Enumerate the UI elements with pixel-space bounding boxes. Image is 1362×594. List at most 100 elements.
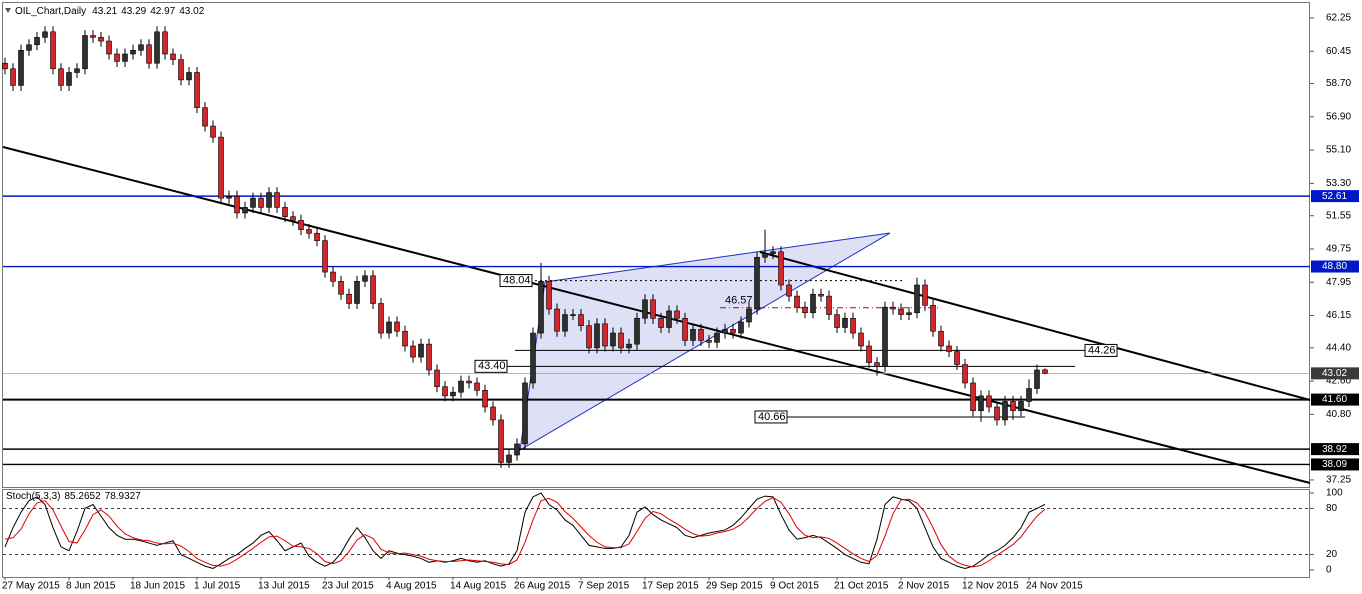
candle-body bbox=[922, 284, 928, 306]
candle-body bbox=[306, 229, 312, 234]
candle-body bbox=[186, 72, 192, 81]
candles-layer bbox=[2, 26, 1048, 468]
candle-body bbox=[618, 332, 624, 349]
candle-body bbox=[74, 68, 80, 73]
y-tick-label: 58.70 bbox=[1326, 78, 1351, 89]
lines-layer bbox=[3, 17, 1314, 580]
candle-body bbox=[138, 44, 144, 51]
candle-body bbox=[1002, 401, 1008, 421]
candle-body bbox=[274, 192, 280, 208]
candle-body bbox=[666, 310, 672, 328]
candle-body bbox=[114, 53, 120, 62]
last-close: 43.02 bbox=[179, 6, 204, 17]
candle-body bbox=[242, 207, 248, 214]
last-high: 43.29 bbox=[121, 6, 146, 17]
candle-body bbox=[298, 220, 304, 230]
candle-body bbox=[34, 37, 40, 46]
candle-body bbox=[826, 295, 832, 315]
candle-body bbox=[2, 62, 8, 70]
candle-body bbox=[506, 454, 512, 463]
candle-body bbox=[778, 251, 784, 286]
y-tick-label: 53.30 bbox=[1326, 178, 1351, 189]
x-tick-label: 12 Nov 2015 bbox=[962, 581, 1019, 592]
candle-body bbox=[938, 330, 944, 347]
candle-body bbox=[842, 317, 848, 328]
y-tick-label: 37.25 bbox=[1326, 475, 1351, 486]
x-tick-label: 4 Aug 2015 bbox=[386, 581, 437, 592]
level-label-box bbox=[1311, 190, 1359, 203]
x-tick-label: 24 Nov 2015 bbox=[1026, 581, 1083, 592]
candle-body bbox=[418, 343, 424, 358]
indicator-main-value: 85.2652 bbox=[64, 491, 101, 502]
x-tick-label: 1 Jul 2015 bbox=[194, 581, 241, 592]
indicator-tick-label: 20 bbox=[1326, 549, 1338, 560]
candle-body bbox=[426, 343, 432, 371]
candle-body bbox=[466, 380, 472, 384]
x-tick-label: 8 Jun 2015 bbox=[66, 581, 116, 592]
candle-body bbox=[890, 306, 896, 310]
candle-body bbox=[146, 44, 152, 64]
candle-body bbox=[482, 390, 488, 408]
indicator-title: Stoch(5,3,3) bbox=[6, 491, 60, 502]
candle-body bbox=[850, 317, 856, 334]
y-tick-label: 51.55 bbox=[1326, 210, 1351, 221]
candle-body bbox=[338, 281, 344, 295]
candle-body bbox=[794, 295, 800, 308]
annotation-label: 44.26 bbox=[1088, 344, 1116, 356]
annotation-box bbox=[499, 274, 533, 288]
candle-body bbox=[594, 323, 600, 349]
candle-body bbox=[562, 314, 568, 332]
current-price-box bbox=[1311, 367, 1359, 380]
labels-layer: 62.25 60.45 58.70 56.90 55.10 53.30 51.55 49.75… bbox=[2, 13, 1359, 592]
y-tick-label: 46.15 bbox=[1326, 310, 1351, 321]
candle-body bbox=[586, 325, 592, 349]
candle-body bbox=[610, 332, 616, 347]
candle-body bbox=[578, 314, 584, 326]
candle-body bbox=[690, 329, 696, 341]
y-tick-label: 62.25 bbox=[1326, 13, 1351, 24]
x-tick-label: 27 May 2015 bbox=[2, 581, 60, 592]
candle-body bbox=[906, 312, 912, 315]
candle-body bbox=[178, 59, 184, 81]
candle-body bbox=[946, 345, 952, 352]
level-label: 48.80 bbox=[1322, 261, 1347, 272]
candle-body bbox=[642, 299, 648, 319]
candle-body bbox=[602, 323, 608, 347]
candle-body bbox=[26, 44, 32, 51]
candle-body bbox=[866, 345, 872, 363]
candle-body bbox=[554, 308, 560, 332]
menu-arrow[interactable] bbox=[5, 8, 11, 13]
y-tick-label: 47.95 bbox=[1326, 277, 1351, 288]
candle-body bbox=[410, 345, 416, 358]
candle-body bbox=[370, 275, 376, 304]
candle-body bbox=[354, 281, 360, 304]
last-low: 42.97 bbox=[150, 6, 175, 17]
indicator-tick-label: 80 bbox=[1326, 503, 1338, 514]
candle-body bbox=[1034, 369, 1040, 389]
candle-body bbox=[770, 251, 776, 254]
candle-body bbox=[362, 275, 368, 282]
level-label: 52.61 bbox=[1322, 191, 1347, 202]
candle-body bbox=[698, 329, 704, 341]
x-tick-label: 7 Sep 2015 bbox=[578, 581, 630, 592]
candle-body bbox=[314, 232, 320, 241]
candle-body bbox=[1026, 388, 1032, 402]
candle-body bbox=[154, 31, 160, 64]
candle-body bbox=[706, 340, 712, 343]
y-tick-label: 42.60 bbox=[1326, 376, 1351, 387]
candle-body bbox=[634, 317, 640, 345]
candle-body bbox=[250, 197, 256, 208]
candle-body bbox=[58, 68, 64, 86]
indicator-pane bbox=[2, 489, 1310, 578]
candle-body bbox=[282, 207, 288, 217]
candle-body bbox=[986, 395, 992, 408]
annotation-label: 48.04 bbox=[503, 274, 531, 286]
candle-body bbox=[226, 196, 232, 199]
x-tick-label: 18 Jun 2015 bbox=[130, 581, 185, 592]
candle-body bbox=[98, 37, 104, 42]
x-tick-label: 29 Sep 2015 bbox=[706, 581, 763, 592]
candle-body bbox=[722, 329, 728, 334]
annotation-label: 40.66 bbox=[758, 411, 786, 423]
candle-body bbox=[322, 240, 328, 273]
